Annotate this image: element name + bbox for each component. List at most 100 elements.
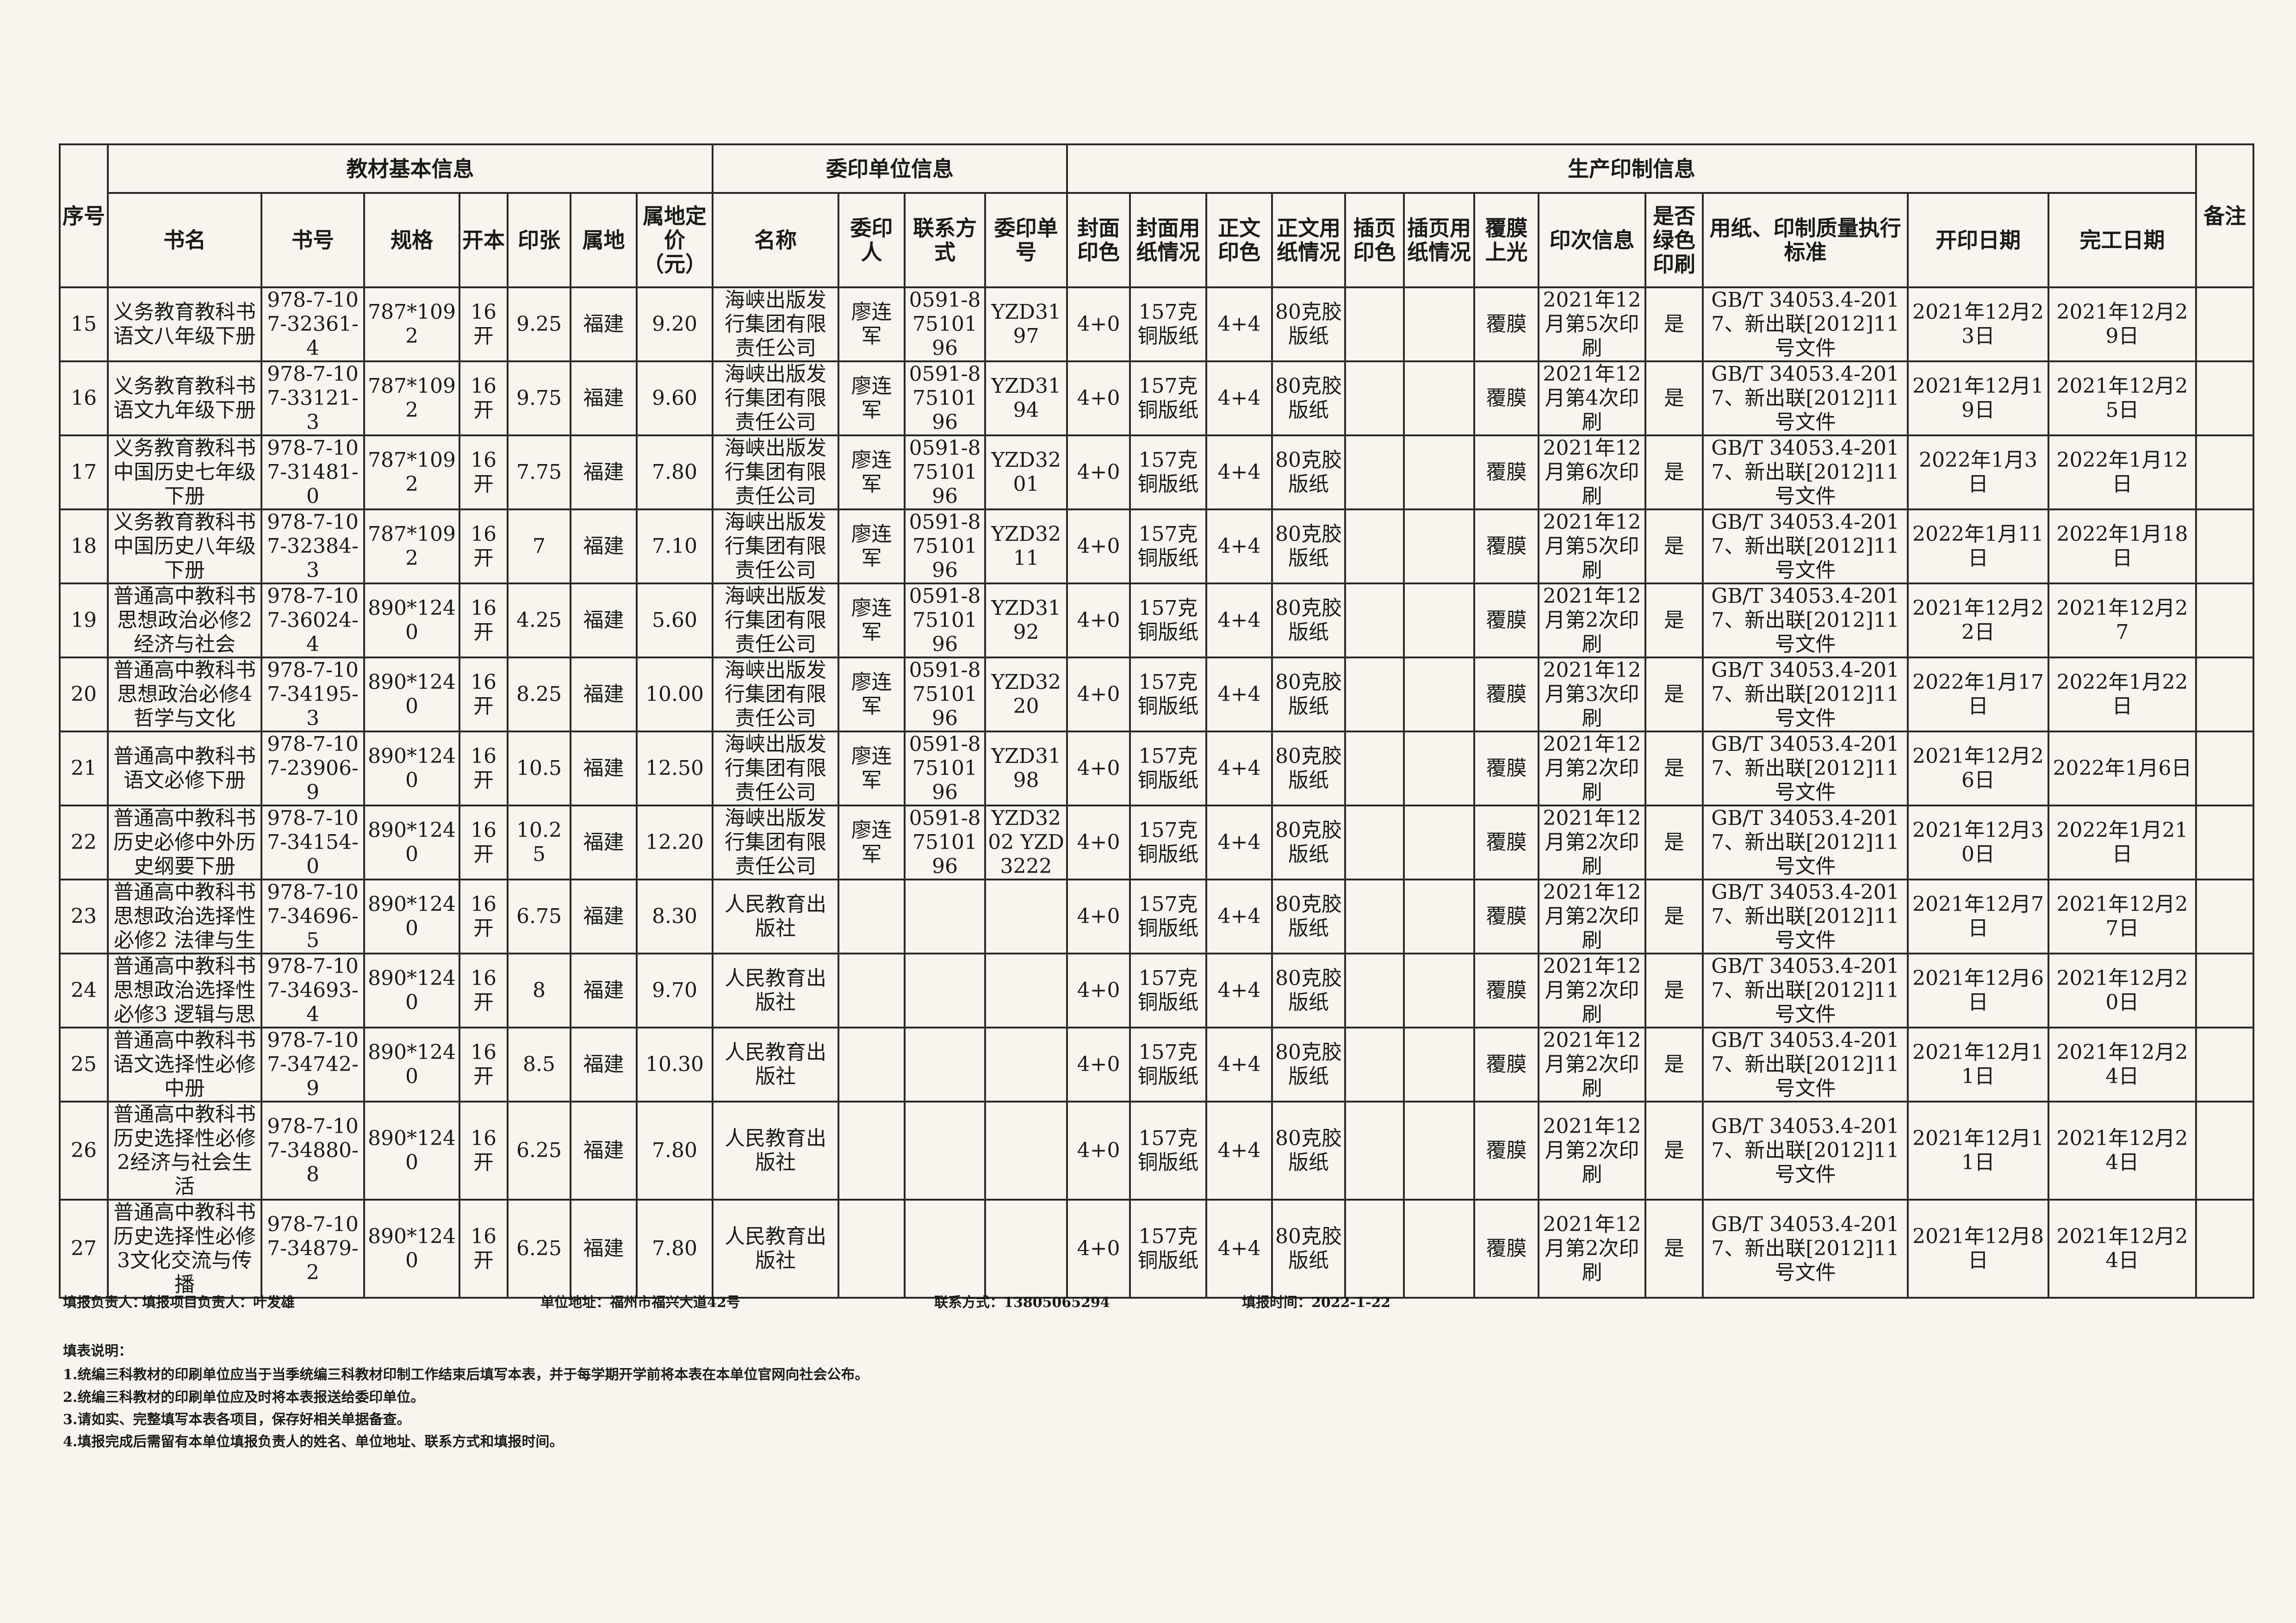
column-header: 规格 (363, 192, 460, 288)
cell-isbn: 978-7-107-23906-9 (261, 731, 365, 806)
cell-isbn: 978-7-107-36024-4 (261, 582, 365, 658)
cell-order: YZD3201 (984, 434, 1068, 510)
footer-address: 单位地址：福州市福兴大道42号 (540, 1295, 740, 1311)
cell-sheets: 8.5 (507, 1027, 571, 1103)
cell-isbn: 978-7-107-32361-4 (261, 286, 365, 362)
cell-sheets: 10.25 (507, 805, 571, 880)
cell-phone: 0591-87510196 (904, 582, 987, 658)
cell-phone: 0591-87510196 (904, 805, 987, 880)
cell-text-color: 4+4 (1205, 805, 1273, 880)
cell-isbn: 978-7-107-34693-4 (261, 953, 365, 1028)
cell-price: 12.50 (635, 731, 714, 806)
cell-lamination: 覆膜 (1473, 360, 1540, 436)
cell-size: 890*1240 (363, 805, 460, 880)
cell-insert-color (1344, 360, 1405, 436)
cell-sheets: 8.25 (507, 657, 571, 732)
cell-text-paper: 80克胶版纸 (1271, 731, 1347, 806)
cell-order (984, 953, 1068, 1028)
cell-standard: GB/T 34053.4-2017、新出联[2012]11号文件 (1702, 879, 1909, 954)
cell-title: 普通高中教科书思想政治必修4哲学与文化 (107, 657, 262, 732)
cell-text-paper: 80克胶版纸 (1271, 879, 1347, 954)
cell-no: 15 (59, 286, 109, 362)
cell-cover-paper: 157克铜版纸 (1129, 1027, 1208, 1103)
cell-contact-person (838, 879, 906, 954)
column-header: 正文用纸情况 (1271, 192, 1347, 288)
column-header: 委印人 (838, 192, 906, 288)
cell-price: 7.80 (635, 434, 714, 510)
cell-insert-color (1344, 1199, 1405, 1299)
cell-insert-color (1344, 657, 1405, 732)
cell-size: 890*1240 (363, 879, 460, 954)
cell-cover-paper: 157克铜版纸 (1129, 731, 1208, 806)
cell-isbn: 978-7-107-34880-8 (261, 1101, 365, 1201)
header-client-info: 委印单位信息 (712, 143, 1068, 194)
table-row: 16 义务教育教科书语文九年级下册 978-7-107-33121-3 787*109… (59, 360, 2255, 436)
cell-client: 海峡出版发行集团有限责任公司 (712, 434, 840, 510)
cell-cover-color: 4+0 (1066, 1027, 1131, 1103)
cell-lamination: 覆膜 (1473, 286, 1540, 362)
header-basic-info: 教材基本信息 (106, 143, 714, 194)
column-header: 属地 (570, 192, 638, 288)
cell-impression: 2021年12月第2次印刷 (1538, 1027, 1647, 1103)
cell-phone (904, 1199, 987, 1299)
cell-client: 海峡出版发行集团有限责任公司 (712, 360, 840, 436)
cell-client: 人民教育出版社 (712, 953, 840, 1028)
cell-insert-color (1344, 953, 1405, 1028)
cell-region: 福建 (570, 434, 638, 510)
cell-no: 25 (59, 1027, 109, 1103)
cell-client: 海峡出版发行集团有限责任公司 (712, 657, 840, 732)
cell-contact-person: 廖连军 (838, 731, 906, 806)
cell-end: 2022年1月22日 (2048, 657, 2197, 732)
cell-remark (2195, 1199, 2255, 1299)
cell-insert-color (1344, 582, 1405, 658)
cell-phone (904, 953, 987, 1028)
cell-insert-color (1344, 1101, 1405, 1201)
cell-region: 福建 (570, 1199, 638, 1299)
cell-text-color: 4+4 (1205, 582, 1273, 658)
cell-cover-color: 4+0 (1066, 1199, 1131, 1299)
cell-price: 9.70 (635, 953, 714, 1028)
cell-remark (2195, 657, 2255, 732)
cell-insert-paper (1403, 1027, 1476, 1103)
cell-text-paper: 80克胶版纸 (1271, 508, 1347, 584)
cell-size: 890*1240 (363, 1101, 460, 1201)
cell-start: 2021年12月26日 (1907, 731, 2050, 806)
cell-text-color: 4+4 (1205, 434, 1273, 510)
cell-insert-paper (1403, 508, 1476, 584)
note-item: 1.统编三科教材的印刷单位应当于当季统编三科教材印制工作结束后填写本表，并于每学… (63, 1367, 869, 1383)
cell-standard: GB/T 34053.4-2017、新出联[2012]11号文件 (1702, 360, 1909, 436)
cell-client: 海峡出版发行集团有限责任公司 (712, 805, 840, 880)
cell-insert-paper (1403, 434, 1476, 510)
cell-end: 2021年12月25日 (2048, 360, 2197, 436)
cell-price: 7.80 (635, 1199, 714, 1299)
cell-green: 是 (1644, 657, 1704, 732)
cell-no: 26 (59, 1101, 109, 1201)
cell-cover-color: 4+0 (1066, 1101, 1131, 1201)
cell-isbn: 978-7-107-33121-3 (261, 360, 365, 436)
cell-region: 福建 (570, 1101, 638, 1201)
cell-phone: 0591-87510196 (904, 657, 987, 732)
cell-client: 人民教育出版社 (712, 1101, 840, 1201)
cell-no: 18 (59, 508, 109, 584)
cell-region: 福建 (570, 1027, 638, 1103)
cell-end: 2022年1月18日 (2048, 508, 2197, 584)
column-header: 名称 (712, 192, 840, 288)
cell-standard: GB/T 34053.4-2017、新出联[2012]11号文件 (1702, 582, 1909, 658)
cell-region: 福建 (570, 657, 638, 732)
cell-client: 海峡出版发行集团有限责任公司 (712, 286, 840, 362)
cell-order: YZD3202 YZD3222 (984, 805, 1068, 880)
cell-order (984, 1101, 1068, 1201)
cell-sheets: 9.75 (507, 360, 571, 436)
note-item: 3.请如实、完整填写本表各项目，保存好相关单据备查。 (63, 1412, 411, 1428)
cell-client: 海峡出版发行集团有限责任公司 (712, 731, 840, 806)
cell-sheets: 6.25 (507, 1101, 571, 1201)
cell-price: 8.30 (635, 879, 714, 954)
cell-impression: 2021年12月第2次印刷 (1538, 953, 1647, 1028)
cell-region: 福建 (570, 731, 638, 806)
cell-text-color: 4+4 (1205, 657, 1273, 732)
cell-no: 19 (59, 582, 109, 658)
cell-no: 23 (59, 879, 109, 954)
column-header: 正文印色 (1205, 192, 1273, 288)
cell-text-paper: 80克胶版纸 (1271, 582, 1347, 658)
cell-title: 义务教育教科书语文八年级下册 (107, 286, 262, 362)
